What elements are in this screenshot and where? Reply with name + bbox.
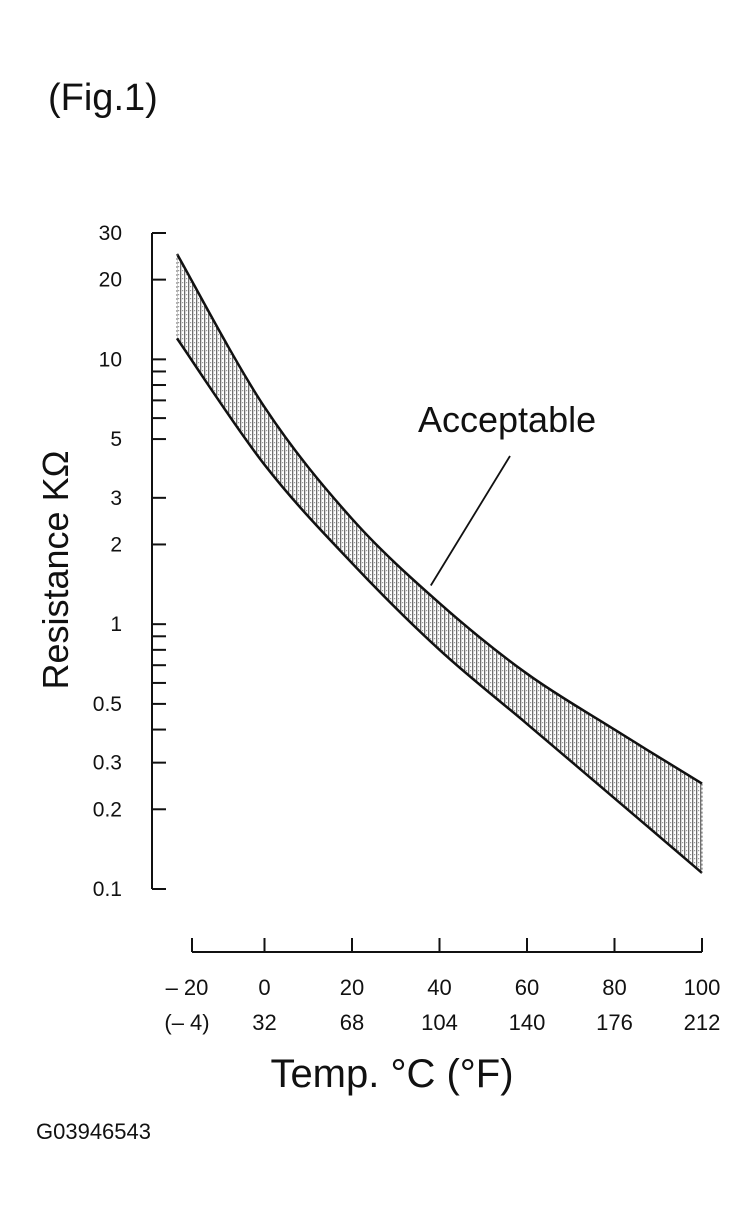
lower-limit-curve [175,337,703,874]
x-tick-label-celsius: 0 [258,975,270,1000]
x-tick-label-celsius: 100 [684,975,721,1000]
y-tick-label: 2 [110,533,122,556]
x-tick-label-fahrenheit: 176 [596,1010,633,1035]
upper-limit-curve [175,253,703,785]
x-tick-label-celsius: – 20 [166,975,209,1000]
x-tick-label-celsius: 40 [427,975,451,1000]
y-tick-label: 1 [110,613,122,636]
y-tick-label: 20 [99,269,122,292]
figure-label: (Fig.1) [48,77,158,119]
x-tick-label-fahrenheit: 32 [252,1010,276,1035]
x-tick-label-fahrenheit: (– 4) [164,1010,209,1035]
y-axis-label: Resistance KΩ [35,450,76,689]
x-tick-label-fahrenheit: 104 [421,1010,458,1035]
y-tick-label: 30 [99,222,122,245]
annotation-leader-line [430,455,511,586]
x-tick-label-fahrenheit: 140 [509,1010,546,1035]
x-tick-label-fahrenheit: 212 [684,1010,721,1035]
x-axis-label: Temp. °C (°F) [270,1052,513,1096]
y-tick-label: 0.2 [93,798,122,821]
acceptable-band-area [177,254,702,873]
x-tick-label-celsius: 20 [340,975,364,1000]
x-tick-label-celsius: 60 [515,975,539,1000]
y-tick-label: 0.3 [93,752,122,775]
x-tick-label-fahrenheit: 68 [340,1010,364,1035]
y-tick-label: 0.1 [93,878,122,901]
figure-code: G03946543 [36,1119,151,1144]
y-tick-label: 0.5 [93,693,122,716]
y-tick-label: 5 [110,428,122,451]
annotation-acceptable: Acceptable [418,399,596,440]
y-tick-label: 3 [110,487,122,510]
y-tick-label: 10 [99,348,122,371]
x-tick-label-celsius: 80 [602,975,626,1000]
